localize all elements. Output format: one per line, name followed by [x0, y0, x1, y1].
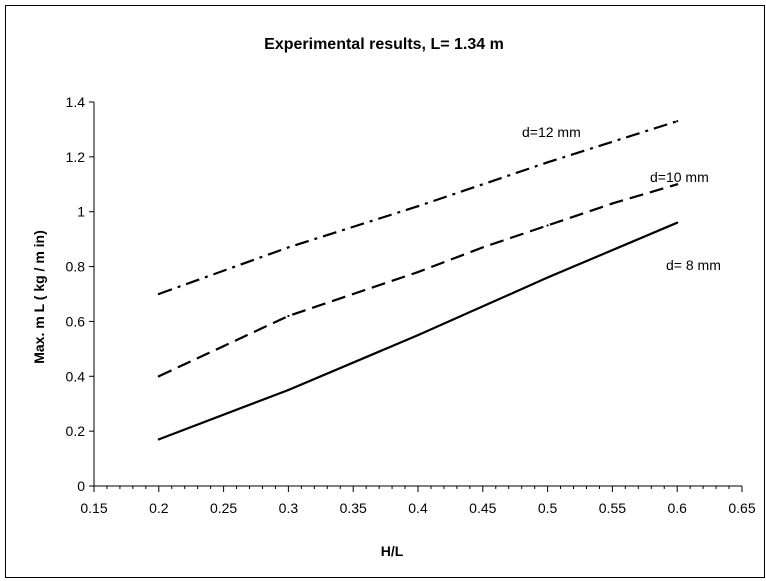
data-point	[676, 183, 679, 186]
series-label: d=12 mm	[522, 124, 581, 140]
y-tick-label: 0.2	[66, 423, 86, 439]
series-label: d= 8 mm	[666, 257, 721, 273]
x-tick-label: 0.5	[538, 500, 558, 516]
x-tick-label: 0.25	[210, 500, 237, 516]
data-point	[287, 246, 290, 249]
chart-border	[5, 5, 765, 578]
x-tick-label: 0.35	[340, 500, 367, 516]
x-tick-label: 0.15	[80, 500, 107, 516]
y-tick-label: 1	[77, 204, 85, 220]
series-layer: d=12 mm d=10 mm d= 8 mm	[157, 120, 721, 441]
x-tick-label: 0.55	[599, 500, 626, 516]
y-axis-label: Max. m L ( kg / m in)	[31, 230, 47, 364]
y-tick-label: 0	[77, 478, 85, 494]
data-point	[352, 292, 355, 296]
x-axis-label: H/L	[381, 543, 404, 559]
data-point	[287, 388, 290, 392]
data-point	[546, 276, 549, 279]
chart-title: Experimental results, L= 1.34 m	[264, 36, 504, 53]
x-tick-label: 0.6	[667, 500, 687, 516]
x-tick-label: 0.3	[279, 500, 299, 516]
plot-area: 0 0.2 0.4 0.6 0.8 1 1.2 1.4 0.15 0.2 0.25 0.3 0.35 0.…	[66, 94, 756, 516]
data-point	[481, 246, 484, 249]
data-point	[546, 161, 549, 164]
x-tick-label: 0.45	[469, 500, 496, 516]
data-point	[287, 314, 290, 318]
data-point	[157, 438, 160, 441]
data-point	[416, 270, 420, 274]
data-point	[546, 224, 549, 227]
data-point	[611, 202, 614, 205]
x-tick-label: 0.65	[728, 500, 755, 516]
series-label: d=10 mm	[650, 169, 709, 185]
x-tick-label: 0.4	[408, 500, 428, 516]
y-tick-label: 1.2	[66, 149, 86, 165]
y-tick-label: 0.8	[66, 259, 86, 275]
y-tick-label: 0.4	[66, 368, 86, 384]
data-point	[416, 205, 420, 208]
data-point	[157, 375, 160, 378]
data-point	[157, 292, 160, 296]
y-tick-label: 0.6	[66, 313, 86, 329]
data-point	[222, 345, 225, 348]
data-point	[676, 221, 679, 224]
y-tick-label: 1.4	[66, 94, 86, 110]
data-point	[416, 334, 420, 337]
data-point	[676, 120, 679, 123]
x-tick-label: 0.2	[149, 500, 169, 516]
